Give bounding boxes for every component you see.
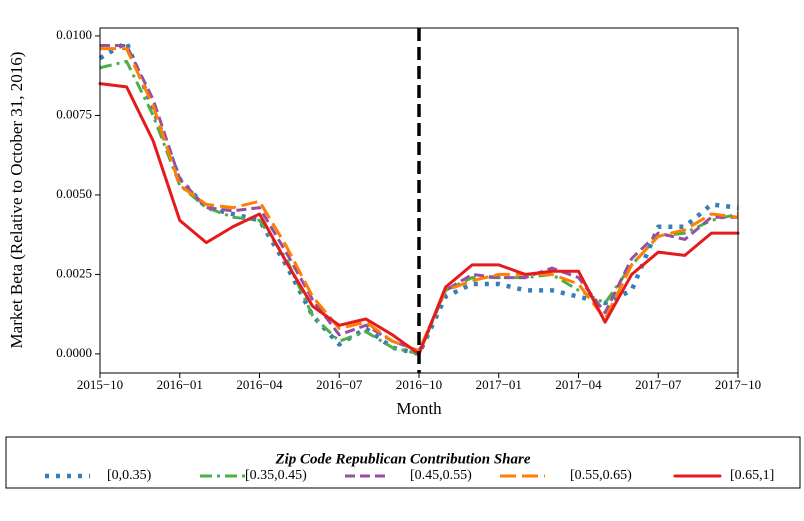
y-tick-label: 0.0100 (56, 27, 92, 42)
plot-frame (99, 27, 739, 374)
x-tick-label: 2017−07 (635, 377, 682, 392)
y-tick-label: 0.0050 (56, 186, 92, 201)
legend-label: [0.45,0.55) (410, 468, 472, 483)
x-tick-label: 2016−10 (396, 377, 442, 392)
legend-box (5, 436, 801, 489)
x-axis-title: Month (396, 399, 442, 418)
y-axis-title: Market Beta (Relative to October 31, 201… (7, 52, 26, 349)
x-tick-label: 2017−01 (476, 377, 522, 392)
y-tick-label: 0.0000 (56, 345, 92, 360)
legend-label: [0,0.35) (107, 468, 152, 483)
x-tick-label: 2015−10 (77, 377, 123, 392)
x-tick-label: 2016−04 (236, 377, 283, 392)
x-tick-label: 2016−01 (157, 377, 203, 392)
legend-label: [0.55,0.65) (570, 468, 632, 483)
legend-title: Zip Code Republican Contribution Share (274, 451, 530, 467)
y-tick-label: 0.0025 (56, 265, 92, 280)
x-tick-label: 2016−07 (316, 377, 363, 392)
legend-label: [0.65,1] (730, 468, 774, 483)
legend-label: [0.35,0.45) (245, 468, 307, 483)
x-tick-label: 2017−04 (555, 377, 602, 392)
x-tick-label: 2017−10 (715, 377, 761, 392)
y-tick-label: 0.0075 (56, 106, 92, 121)
